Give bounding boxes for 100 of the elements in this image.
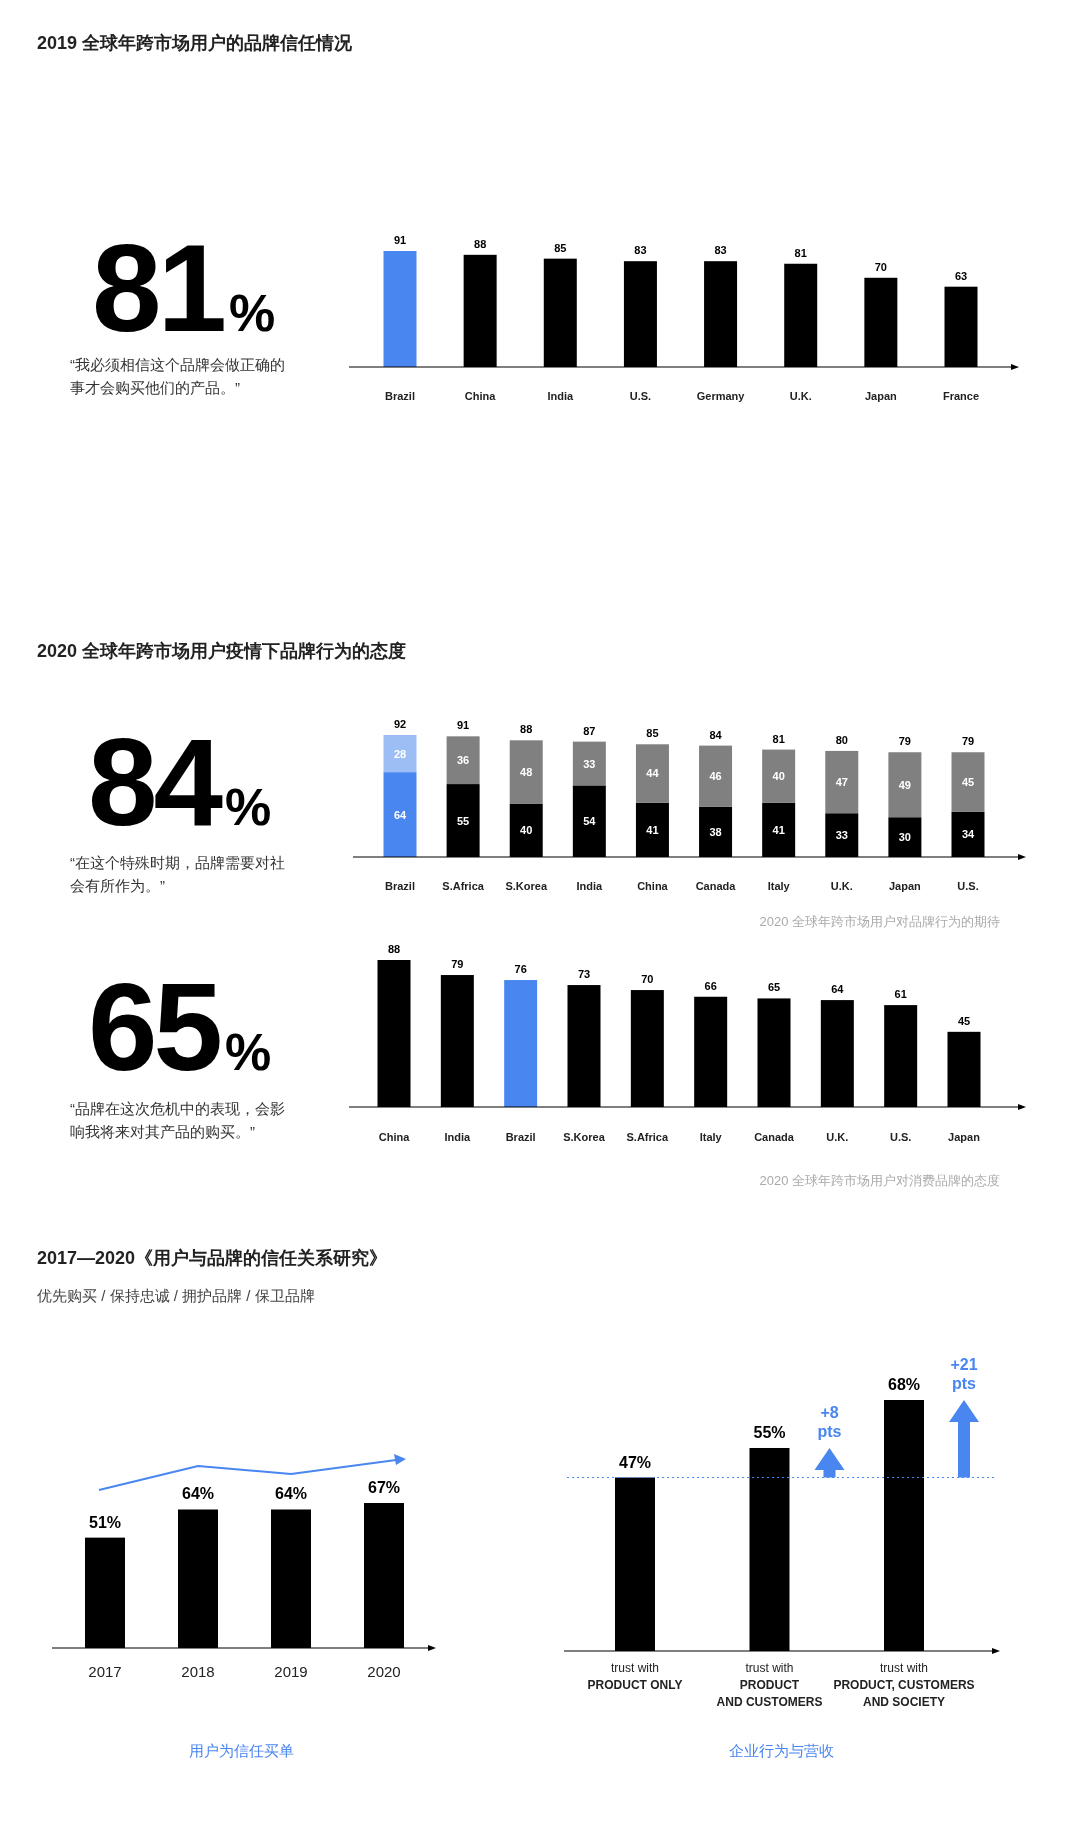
bar	[446, 736, 480, 785]
data-label: 65	[767, 981, 781, 994]
x-tick-label: India	[576, 880, 604, 892]
x-tick-label: Canada	[754, 1131, 795, 1143]
data-label: 83	[634, 244, 647, 257]
data-label: 44	[646, 767, 660, 780]
bar	[825, 750, 859, 814]
text: 2019 全球年跨市场用户的品牌信任情况	[37, 33, 354, 53]
text: 65%	[88, 957, 271, 1096]
x-tick-label: U.S.	[957, 880, 979, 892]
data-label: 40	[520, 824, 533, 837]
x-tick-label: S.Africa	[442, 880, 485, 892]
data-label: 64	[393, 808, 407, 821]
total-label: 84	[709, 728, 723, 741]
data-label: 63	[954, 269, 968, 282]
x-tick-label: France	[942, 390, 980, 402]
data-label: 73	[577, 968, 591, 981]
text: “品牌在这次危机中的表现，会影响我将来对其产品的购买。”	[70, 1100, 285, 1140]
total-label: 92	[393, 718, 407, 730]
data-label: 30	[898, 831, 912, 844]
total-label: 85	[646, 727, 659, 740]
x-tick-label: 2017	[88, 1663, 122, 1680]
data-label: 38	[709, 825, 722, 838]
data-label: 45	[961, 776, 975, 789]
data-label: 66	[704, 979, 717, 992]
text: 企业行为与营收	[728, 1742, 834, 1759]
x-tick-label: 2018	[181, 1663, 215, 1680]
total-label: 87	[583, 724, 596, 737]
bar	[504, 980, 538, 1107]
text: 2020 全球年跨市场用户对品牌行为的期待	[759, 914, 1000, 929]
chart-title: 2017—2020《用户与品牌的信任关系研究》	[37, 1248, 388, 1268]
data-label: 33	[583, 757, 596, 770]
data-label: 61	[894, 988, 907, 1001]
data-label: 64%	[181, 1485, 215, 1503]
x-tick-label: Brazil	[385, 880, 415, 892]
chart-subtitle: 优先购买 / 保持忠诚 / 拥护品牌 / 保卫品牌	[37, 1287, 315, 1304]
x-tick-label: trust with PRODUCT ONLY	[587, 1661, 683, 1692]
data-label: 64	[831, 983, 845, 996]
bar	[951, 752, 985, 812]
bar	[888, 752, 922, 818]
data-label: 70	[874, 260, 887, 273]
x-tick-label: Italy	[699, 1131, 723, 1143]
annotation: +8 pts	[817, 1403, 842, 1440]
data-label: 51%	[88, 1513, 122, 1531]
x-tick-label: 2020	[367, 1663, 401, 1680]
x-tick-label: India	[547, 390, 574, 402]
x-tick-label: China	[464, 390, 497, 402]
data-label: 33	[835, 829, 848, 842]
text: “在这个特殊时期，品牌需要对社会有所作为。”	[70, 854, 285, 894]
x-tick-label: U.K.	[830, 880, 853, 892]
x-tick-label: trust with PRODUCT, CUSTOMERS AND SOCIETY	[833, 1661, 975, 1709]
x-tick-label: U.K.	[789, 390, 812, 402]
data-label: 48	[520, 766, 533, 779]
text: 84%	[88, 712, 271, 851]
bar	[383, 735, 417, 773]
total-label: 81	[772, 732, 785, 745]
bar	[572, 741, 606, 786]
x-tick-label: Japan	[864, 390, 898, 402]
data-label: 41	[772, 823, 785, 836]
data-label: 45	[957, 1014, 971, 1027]
data-label: 85	[554, 241, 567, 254]
bar	[383, 251, 417, 367]
data-label: 83	[714, 244, 727, 257]
data-label: 41	[646, 823, 659, 836]
text: 81%	[92, 218, 275, 357]
x-tick-label: 2019	[274, 1663, 308, 1680]
x-tick-label: Brazil	[385, 390, 415, 402]
x-tick-label: U.K.	[826, 1131, 849, 1143]
x-tick-label: Brazil	[505, 1131, 536, 1143]
x-tick-label: S.Africa	[626, 1131, 669, 1143]
bar	[509, 740, 543, 804]
data-label: 46	[709, 770, 722, 783]
data-label: 28	[393, 747, 407, 760]
data-label: 91	[393, 234, 407, 246]
data-label: 81	[794, 246, 807, 259]
data-label: 64%	[274, 1485, 308, 1503]
data-label: 47	[835, 776, 848, 789]
data-label: 47%	[618, 1453, 652, 1471]
total-label: 88	[520, 723, 533, 736]
text: 2020 全球年跨市场用户对消费品牌的态度	[759, 1173, 1000, 1188]
x-tick-label: U.S.	[889, 1131, 912, 1143]
text: “我必须相信这个品牌会做正确的事才会购买他们的产品。”	[70, 356, 285, 396]
bar	[762, 749, 796, 803]
x-tick-label: U.S.	[629, 390, 652, 402]
text: 用户为信任买单	[188, 1742, 294, 1759]
bar	[699, 745, 733, 807]
bar	[383, 772, 417, 857]
x-tick-label: Canada	[695, 880, 737, 892]
x-tick-label: trust with PRODUCT AND CUSTOMERS	[716, 1661, 823, 1709]
bar	[635, 744, 669, 803]
x-tick-label: Japan	[888, 880, 922, 892]
data-label: 40	[772, 770, 785, 783]
data-label: 34	[961, 828, 975, 841]
data-label: 55%	[753, 1423, 786, 1441]
x-tick-label: S.Korea	[505, 880, 548, 892]
x-tick-label: China	[378, 1131, 411, 1143]
data-label: 49	[898, 778, 912, 791]
x-tick-label: China	[637, 880, 669, 892]
data-label: 76	[514, 963, 527, 976]
total-label: 79	[961, 735, 975, 748]
